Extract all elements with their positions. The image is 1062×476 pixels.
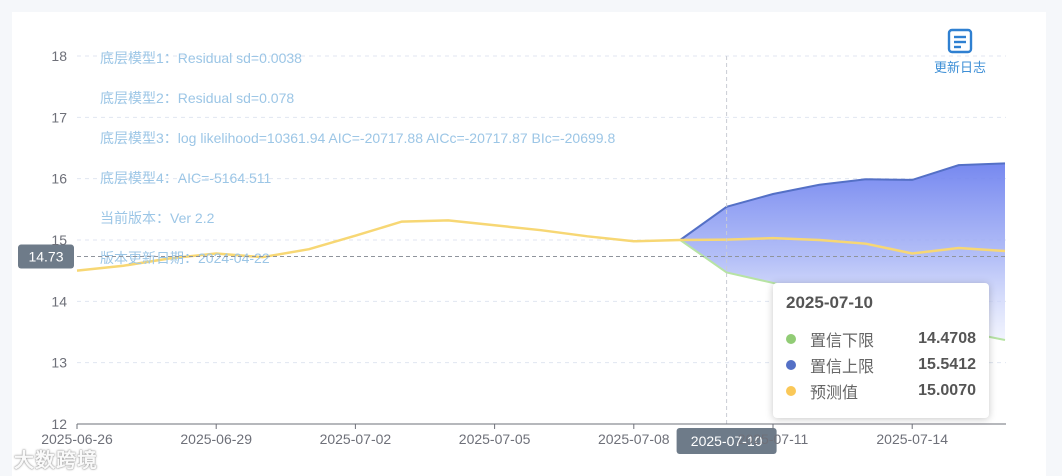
tooltip-row-name: 预测值 bbox=[810, 385, 859, 402]
forecast-line bbox=[76, 219, 1006, 272]
x-tick-label: 2025-07-08 bbox=[598, 431, 670, 447]
crosshair-y-badge bbox=[18, 244, 74, 269]
changelog-label: 更新日志 bbox=[933, 60, 986, 75]
y-tick-label: 17 bbox=[51, 109, 67, 125]
tooltip-row-value: 14.4708 bbox=[918, 330, 976, 347]
lower-bound-dot bbox=[786, 334, 796, 344]
model-annotation: 底层模型1：Residual sd=0.0038 bbox=[100, 50, 302, 66]
model-annotation: 当前版本：Ver 2.2 bbox=[100, 210, 215, 226]
tooltip-row-lower: 置信下限 14.4708 bbox=[786, 326, 976, 352]
tooltip-row-value: 15.0070 bbox=[918, 382, 976, 399]
model-annotation: 底层模型4：AIC=-5164.511 bbox=[100, 170, 272, 186]
tooltip-row-upper: 置信上限 15.5412 bbox=[786, 352, 976, 378]
document-icon bbox=[947, 28, 973, 54]
upper-bound-line bbox=[679, 162, 1006, 241]
crosshair-x-label: 2025-07-10 bbox=[691, 433, 763, 449]
upper-bound-dot bbox=[786, 360, 796, 370]
changelog-button[interactable]: 更新日志 bbox=[925, 28, 995, 80]
y-tick-label: 15 bbox=[51, 232, 67, 248]
x-tick-label: 2025-07-02 bbox=[320, 431, 392, 447]
x-tick-label: 2025-07-05 bbox=[459, 431, 531, 447]
crosshair-x-badge bbox=[676, 428, 777, 454]
y-tick-label: 14 bbox=[51, 293, 67, 309]
tooltip-row-forecast: 预测值 15.0070 bbox=[786, 378, 976, 404]
y-tick-label: 18 bbox=[51, 48, 67, 64]
crosshair-y-label: 14.73 bbox=[28, 249, 63, 265]
tooltip-title: 2025-07-10 bbox=[786, 293, 873, 312]
watermark-logo: 大数跨境 bbox=[14, 450, 98, 472]
model-annotation: 版本更新日期：2024-04-22 bbox=[100, 250, 270, 266]
x-tick-label: 2025-07-11 bbox=[738, 431, 809, 447]
tooltip-row-name: 置信下限 bbox=[810, 333, 875, 350]
y-tick-label: 16 bbox=[51, 171, 67, 187]
x-tick-label: 2025-06-29 bbox=[180, 431, 252, 447]
tooltip-row-value: 15.5412 bbox=[918, 356, 976, 373]
model-annotation: 底层模型2：Residual sd=0.078 bbox=[100, 90, 294, 106]
x-tick-label: 2025-07-14 bbox=[876, 431, 948, 447]
tooltip-panel: 2025-07-10 置信下限 14.4708 置信上限 15.5412 预测值… bbox=[773, 283, 989, 418]
forecast-dot bbox=[786, 386, 796, 396]
model-annotation: 底层模型3：log likelihood=10361.94 AIC=-20717… bbox=[100, 130, 615, 146]
y-tick-label: 12 bbox=[51, 416, 67, 432]
y-tick-label: 13 bbox=[51, 355, 67, 371]
x-tick-label: 2025-06-26 bbox=[41, 431, 113, 447]
tooltip-row-name: 置信上限 bbox=[810, 359, 875, 376]
